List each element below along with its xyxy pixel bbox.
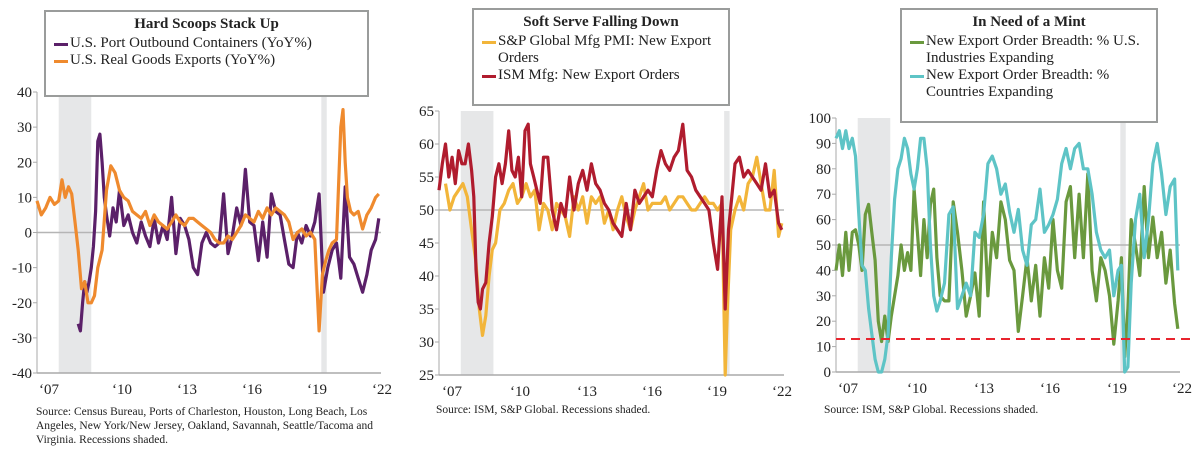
x-tick-label: ‘16 [242, 382, 262, 398]
y-tick-label: 65 [419, 104, 434, 120]
legend: In Need of a Mint New Export Order Bread… [900, 8, 1158, 123]
source-note: Source: Census Bureau, Ports of Charlest… [36, 406, 373, 446]
legend-item: New Export Order Breadth: % Countries Ex… [910, 67, 1148, 101]
legend-item: ISM Mfg: New Export Orders [482, 67, 720, 84]
y-tick-label: 0 [824, 365, 832, 381]
x-tick-label: ‘19 [1107, 381, 1127, 397]
y-tick-label: 30 [17, 120, 32, 136]
y-tick-label: 60 [419, 137, 434, 153]
chart-title: In Need of a Mint [972, 14, 1086, 30]
y-tick-label: 90 [816, 136, 831, 152]
x-tick-label: ‘10 [510, 384, 530, 400]
legend-label: New Export Order Breadth: % Countries Ex… [926, 67, 1110, 100]
y-tick-label: 10 [17, 190, 32, 206]
y-tick-label: -20 [12, 296, 32, 312]
legend-item: S&P Global Mfg PMI: New Export Orders [482, 33, 720, 67]
x-tick-label: ‘07 [838, 381, 858, 397]
y-tick-label: 55 [419, 170, 434, 186]
legend: Soft Serve Falling Down S&P Global Mfg P… [472, 8, 730, 106]
source-note: Source: ISM, S&P Global. Recessions shad… [436, 404, 651, 416]
legend-label: ISM Mfg: New Export Orders [498, 67, 680, 83]
chart-svg: 40 30 20 10 0 -10 -20 -30 -40 ‘07 ‘10 ‘13 ‘16 ‘19 ‘22 [12, 85, 392, 398]
x-tick-label: ‘22 [1172, 381, 1192, 397]
legend-item: New Export Order Breadth: % U.S. Industr… [910, 33, 1148, 67]
y-tick-label: 50 [419, 203, 434, 219]
source-note: Source: ISM, S&P Global. Recessions shad… [824, 404, 1039, 416]
y-tick-label: 25 [419, 368, 434, 384]
y-tick-label: 45 [419, 236, 434, 252]
legend-label: U.S. Port Outbound Containers (YoY%) [70, 35, 312, 51]
x-tick-label: ‘10 [907, 381, 927, 397]
legend-label: U.S. Real Goods Exports (YoY%) [70, 52, 276, 68]
x-tick-label: ‘19 [307, 382, 327, 398]
x-tick-label: ‘16 [1040, 381, 1060, 397]
legend-swatch [54, 60, 68, 63]
y-tick-label: 40 [816, 263, 831, 279]
y-tick-label: -30 [12, 331, 32, 347]
y-tick-label: 100 [809, 111, 832, 127]
chart-title: Soft Serve Falling Down [523, 14, 679, 30]
y-tick-label: -40 [12, 366, 32, 382]
y-tick-label: 10 [816, 340, 831, 356]
chart-panel-soft-serve: 65 60 55 50 45 40 35 30 25 ‘07 ‘10 ‘13 ‘16 ‘19 ‘22 Sof… [400, 0, 800, 455]
y-tick-label: 35 [419, 302, 434, 318]
series-line-1 [834, 172, 1180, 359]
y-tick-label: 20 [816, 314, 831, 330]
x-tick-label: ‘13 [177, 382, 197, 398]
y-tick-label: 30 [419, 335, 434, 351]
legend: Hard Scoops Stack Up U.S. Port Outbound … [44, 10, 369, 97]
series-line-2 [35, 107, 380, 333]
x-tick-label: ‘10 [112, 382, 132, 398]
legend-swatch [54, 43, 68, 46]
x-tick-label: ‘07 [442, 384, 462, 400]
x-tick-label: ‘13 [577, 384, 597, 400]
y-tick-label: 50 [816, 238, 831, 254]
y-tick-label: 60 [816, 213, 831, 229]
y-tick-label: 40 [17, 85, 32, 101]
y-tick-label: 80 [816, 162, 831, 178]
legend-swatch [910, 41, 924, 44]
series-line-1 [443, 155, 784, 377]
legend-label: New Export Order Breadth: % U.S. Industr… [926, 33, 1140, 66]
legend-swatch [482, 75, 496, 78]
legend-item: U.S. Real Goods Exports (YoY%) [54, 52, 359, 69]
x-tick-label: ‘22 [772, 384, 792, 400]
legend-swatch [482, 41, 496, 44]
y-tick-label: -10 [12, 261, 32, 277]
x-tick-label: ‘16 [642, 384, 662, 400]
x-tick-label: ‘19 [707, 384, 727, 400]
chart-svg: 65 60 55 50 45 40 35 30 25 ‘07 ‘10 ‘13 ‘16 ‘19 ‘22 [419, 104, 792, 400]
y-tick-label: 20 [17, 155, 32, 171]
x-tick-label: ‘07 [39, 382, 59, 398]
series-line-2 [437, 122, 784, 311]
x-tick-label: ‘22 [372, 382, 392, 398]
chart-panel-mint: 100 90 80 70 60 50 40 30 20 10 0 ‘07 ‘10 ‘13 ‘16 ‘19 ‘22… [800, 0, 1200, 455]
chart-title: Hard Scoops Stack Up [134, 16, 279, 32]
legend-swatch [910, 75, 924, 78]
x-tick-label: ‘13 [974, 381, 994, 397]
y-tick-label: 40 [419, 269, 434, 285]
legend-item: U.S. Port Outbound Containers (YoY%) [54, 35, 359, 52]
legend-label: S&P Global Mfg PMI: New Export Orders [498, 33, 712, 66]
y-tick-label: 30 [816, 289, 831, 305]
y-tick-label: 0 [25, 226, 33, 242]
y-tick-label: 70 [816, 187, 831, 203]
series-line-2 [834, 129, 1180, 374]
chart-panel-hard-scoops: 40 30 20 10 0 -10 -20 -30 -40 ‘07 ‘10 ‘13 ‘16 ‘19 ‘22 … [0, 0, 400, 455]
